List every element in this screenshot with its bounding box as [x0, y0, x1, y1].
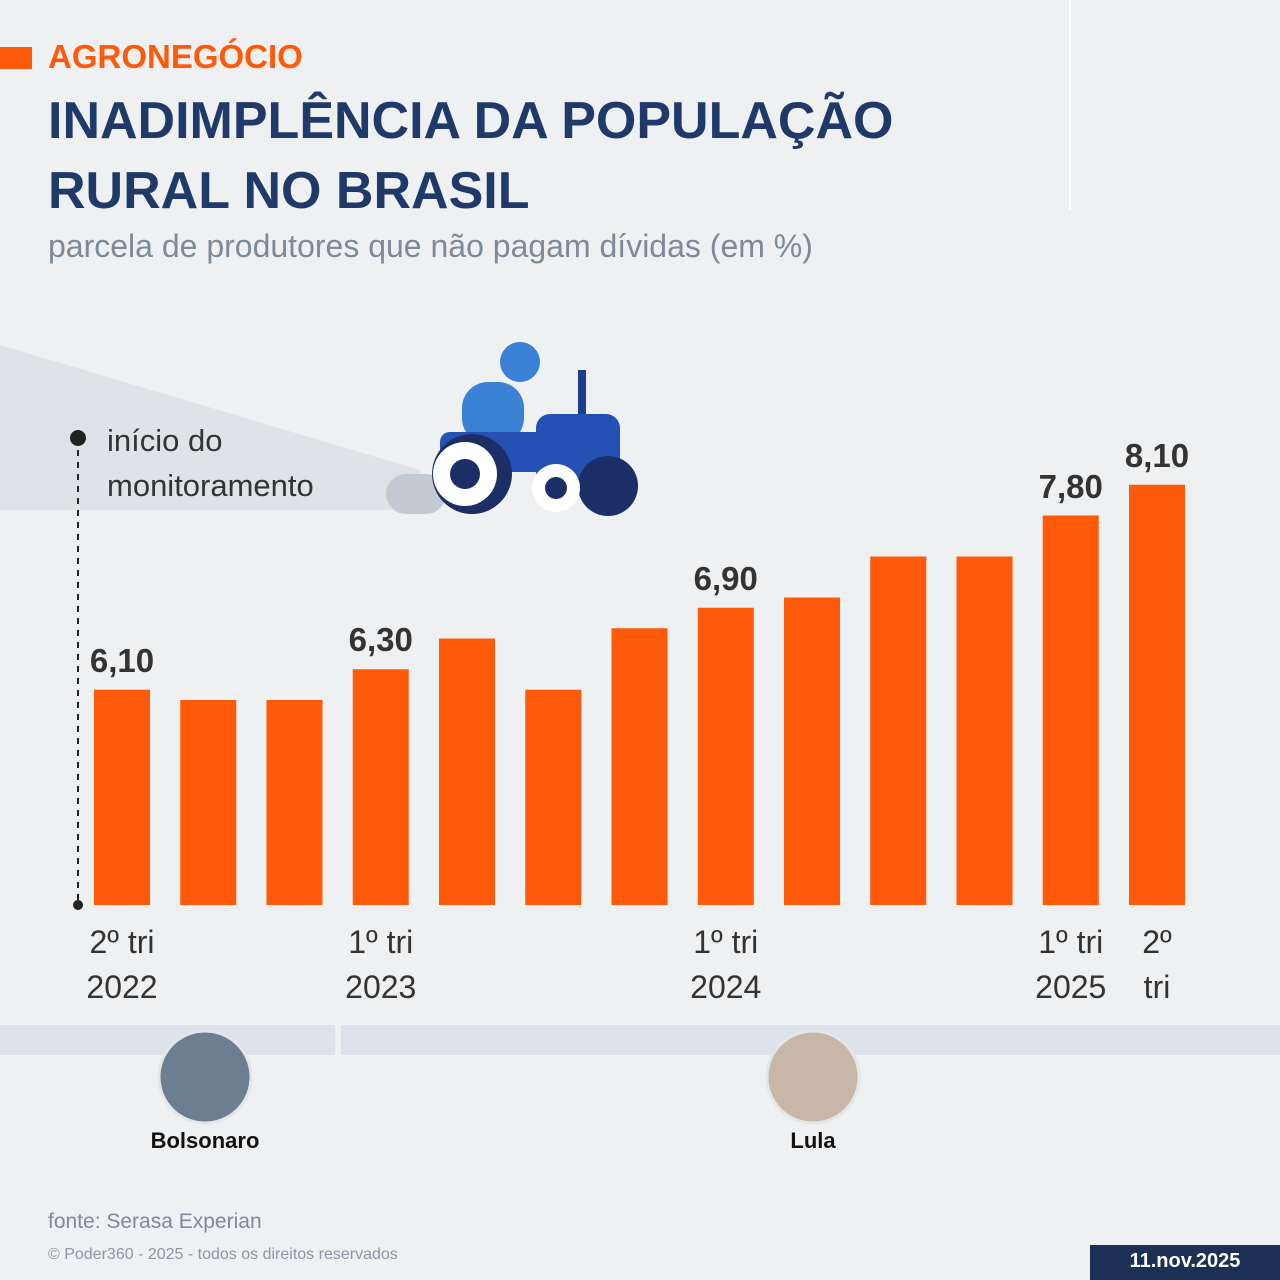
- period-name: Bolsonaro: [150, 1128, 260, 1153]
- x-tick-label: 1º tri 2023: [345, 924, 417, 1005]
- period-name: Lula: [790, 1128, 836, 1153]
- data-label: 8,10: [1124, 436, 1190, 474]
- bar: [94, 689, 150, 905]
- bar: [352, 669, 409, 905]
- bar: [956, 556, 1013, 905]
- tractor-icon: [386, 342, 638, 516]
- section: AGRONEGÓCIO: [48, 38, 303, 75]
- bar: [1042, 515, 1099, 905]
- bar: [870, 556, 927, 905]
- date-box: [1090, 1245, 1280, 1280]
- bar: [697, 607, 754, 905]
- decor: [0, 345, 420, 510]
- chart-title: INADIMPLÊNCIA DA POPULAÇÃO RURAL NO BRAS…: [48, 92, 894, 220]
- annotation: início do monitoramento: [107, 423, 314, 503]
- data-label: 6,90: [693, 559, 758, 597]
- bar: [611, 628, 668, 905]
- x-tick-label: 2º tri 2022: [86, 924, 158, 1005]
- subtitle: parcela de produtores que não pagam dívi…: [48, 228, 813, 264]
- bar: [784, 597, 840, 905]
- data-label: 6,10: [89, 641, 155, 679]
- date: 11.nov.2025: [1129, 1250, 1241, 1272]
- x-tick-label: 2º tri: [1142, 924, 1172, 1005]
- x-tick-label: 1º tri 2024: [690, 924, 762, 1005]
- source: fonte: Serasa Experian: [48, 1210, 262, 1233]
- photo-bolsonaro: [157, 1029, 253, 1125]
- x-tick-label: 1º tri 2025: [1035, 924, 1107, 1005]
- copyright: © Poder360 - 2025 - todos os direitos re…: [48, 1246, 398, 1263]
- data-label: 7,80: [1038, 467, 1103, 505]
- annotation-dot: [70, 430, 86, 446]
- bar: [439, 638, 495, 905]
- bar: [525, 689, 582, 905]
- bar: [1129, 484, 1185, 905]
- bar: [266, 700, 323, 905]
- annotation-dot: [73, 900, 83, 910]
- bar: [180, 700, 237, 905]
- section-marker: [0, 47, 32, 69]
- photo-lula: [765, 1029, 861, 1125]
- data-label: 6,30: [348, 621, 413, 659]
